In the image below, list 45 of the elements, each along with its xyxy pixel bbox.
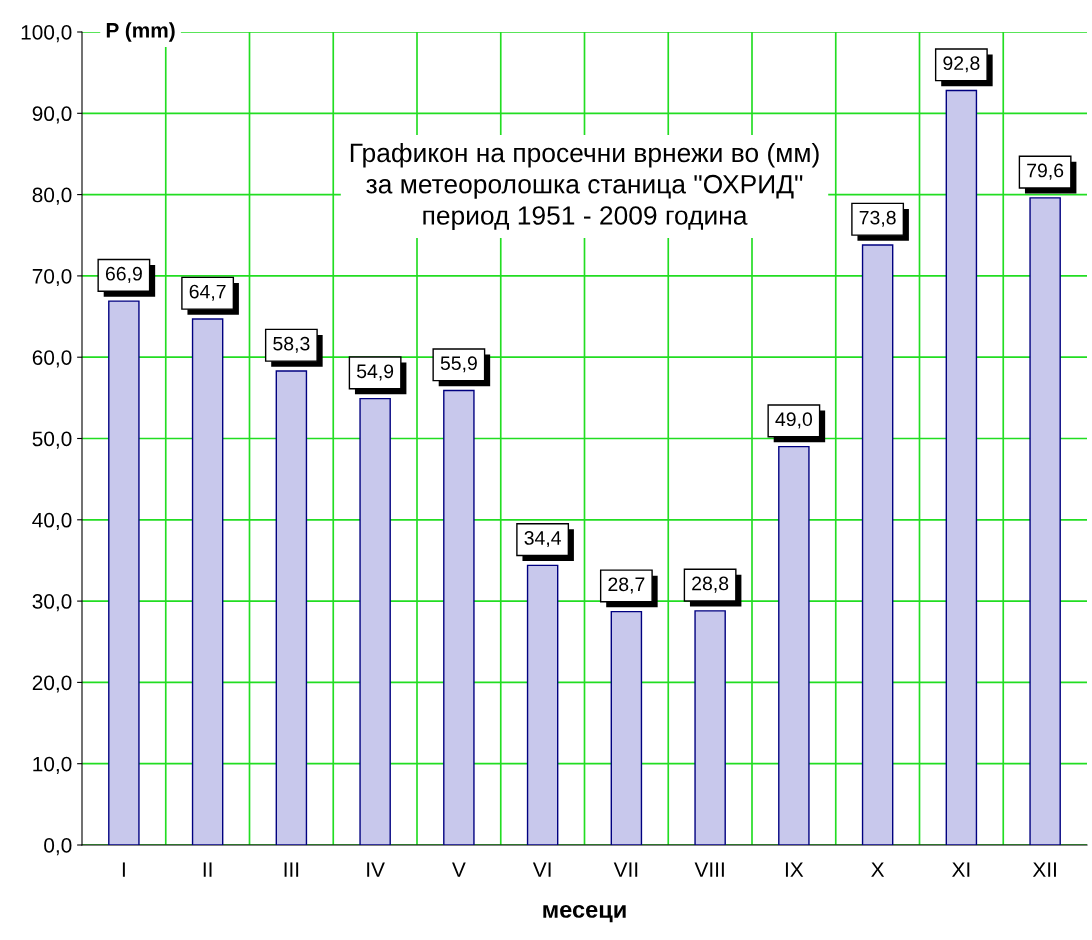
- bar: [1029, 197, 1061, 845]
- y-tick-label: 30,0: [32, 594, 72, 612]
- x-tick-label: II: [203, 862, 212, 877]
- x-tick-label: III: [284, 862, 299, 877]
- x-tick-label: VI: [532, 862, 551, 877]
- data-label: 28,8: [692, 576, 729, 593]
- x-tick-label: VII: [613, 862, 638, 877]
- x-tick-label: V: [452, 862, 466, 877]
- bar: [694, 610, 726, 845]
- bar: [526, 564, 559, 845]
- data-label: 34,4: [524, 531, 561, 548]
- bar: [191, 318, 224, 845]
- y-tick-label: 40,0: [32, 512, 72, 531]
- y-tick-label: 60,0: [32, 350, 72, 368]
- x-tick-label: IV: [367, 862, 385, 877]
- x-axis-title: месеци: [543, 904, 626, 923]
- data-label: 28,7: [608, 577, 645, 594]
- data-label: 55,9: [440, 356, 477, 373]
- bar: [861, 244, 894, 845]
- data-label: 73,8: [859, 210, 896, 227]
- x-tick-label: I: [122, 862, 125, 877]
- x-tick-label: X: [871, 862, 885, 877]
- y-axis-title: P (mm): [106, 22, 175, 42]
- y-tick-label: 20,0: [32, 675, 72, 693]
- bar: [108, 300, 140, 845]
- data-label: 49,0: [775, 412, 813, 429]
- y-tick-label: 80,0: [32, 187, 72, 205]
- bar: [275, 370, 308, 845]
- y-tick-label: 0,0: [44, 838, 72, 856]
- x-tick-label: IX: [785, 862, 804, 877]
- data-label: 66,9: [105, 266, 142, 283]
- y-tick-label: 90,0: [32, 106, 72, 124]
- data-label: 54,9: [356, 364, 394, 381]
- data-label: 92,8: [943, 56, 980, 73]
- y-tick-label: 70,0: [32, 268, 72, 287]
- data-label: 79,6: [1027, 163, 1064, 180]
- x-tick-label: XII: [1032, 862, 1056, 877]
- x-tick-label: XI: [952, 862, 970, 877]
- text: Графикон на просечни врнежи во (мм) за метеоролошка станица "ОХРИД" период 1951 - 2009 година: [350, 142, 819, 231]
- data-label: 64,7: [189, 284, 226, 301]
- y-tick-label: 10,0: [33, 756, 72, 774]
- y-tick-label: 100,0: [21, 25, 72, 43]
- data-label: 58,3: [273, 336, 310, 353]
- y-tick-label: 50,0: [32, 431, 72, 449]
- x-tick-label: VIII: [694, 862, 724, 877]
